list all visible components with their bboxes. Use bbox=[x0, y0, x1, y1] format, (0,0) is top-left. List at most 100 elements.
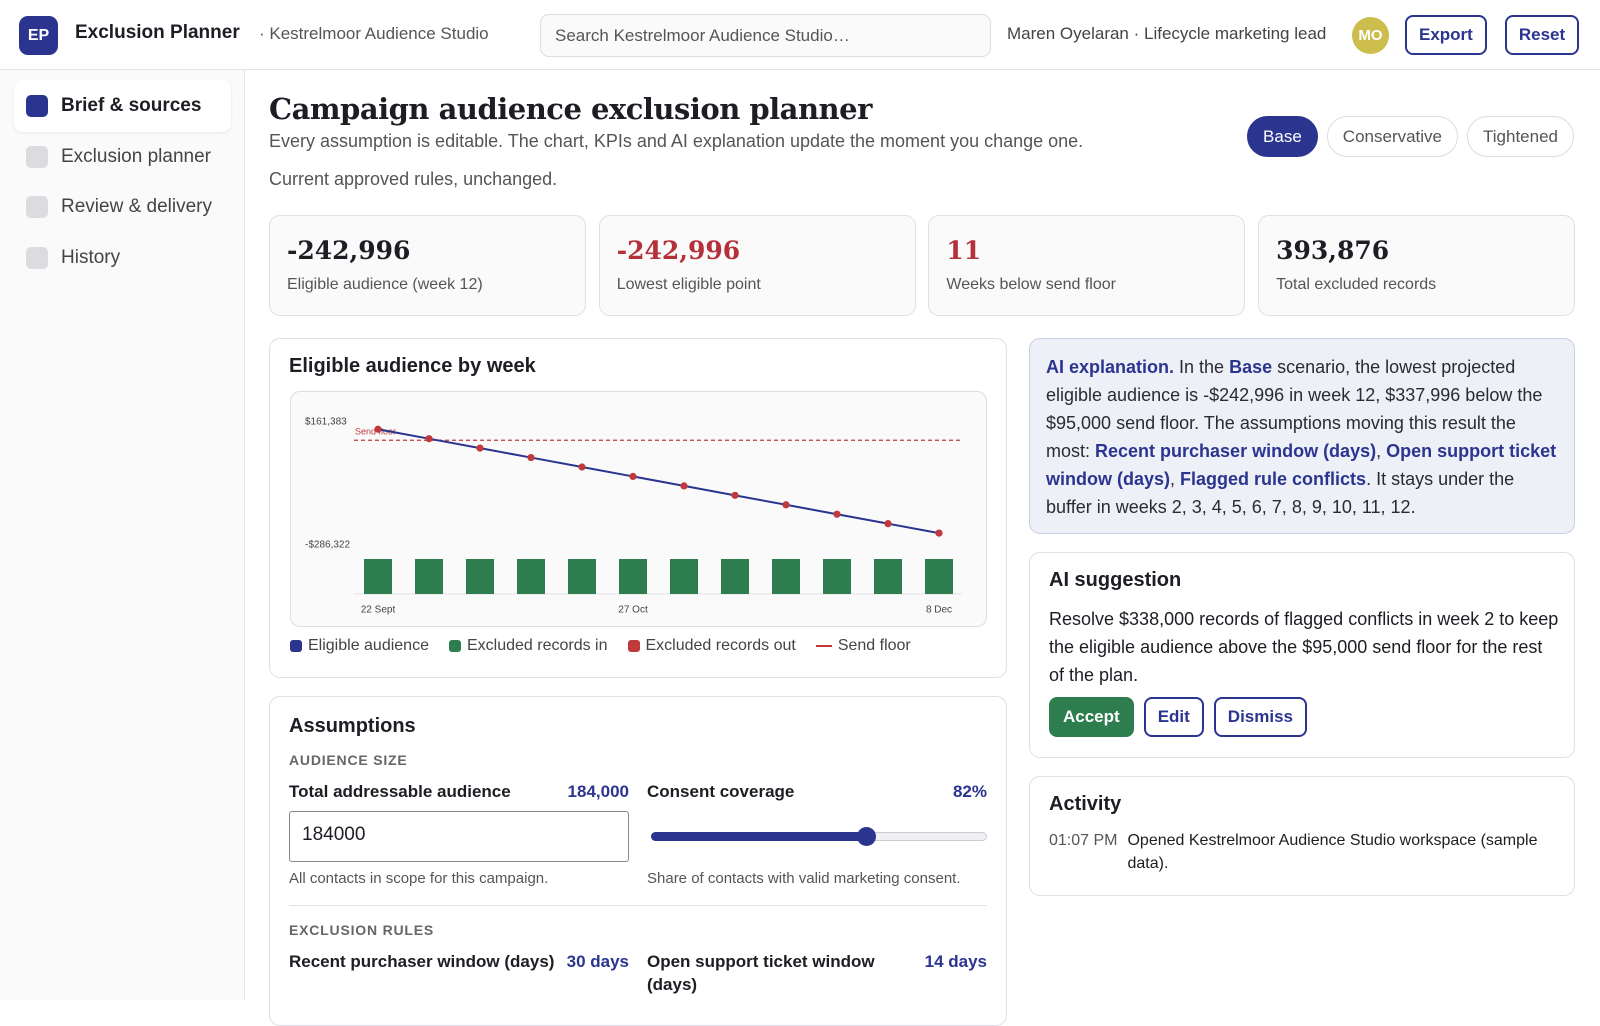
kpi-card: 11 Weeks below send floor bbox=[928, 215, 1246, 316]
scenario-pill[interactable]: Tightened bbox=[1467, 116, 1574, 157]
kpi-card: 393,876 Total excluded records bbox=[1258, 215, 1576, 316]
nav-item[interactable]: Brief & sources bbox=[14, 80, 231, 132]
field-header: Open support ticket window (days) 14 days bbox=[647, 950, 987, 996]
header-actions: Export Reset bbox=[1405, 15, 1580, 55]
bar bbox=[670, 559, 698, 594]
field: Open support ticket window (days) 14 days bbox=[647, 950, 987, 996]
field-value: 184,000 bbox=[567, 782, 629, 801]
legend-label: Eligible audience bbox=[308, 637, 429, 654]
ai-explanation: AI explanation. In the Base scenario, th… bbox=[1029, 338, 1575, 534]
plot-area: $161,383 -$286,322 Send floor 22 Sept 27 Oct… bbox=[290, 391, 987, 627]
kpi-value: 393,876 bbox=[1276, 236, 1390, 265]
legend-entry: Excluded records in bbox=[448, 637, 608, 655]
activity-card: Activity 01:07 PM Opened Kestrelmoor Audi… bbox=[1029, 776, 1575, 896]
nav-label: History bbox=[61, 246, 121, 268]
point bbox=[782, 501, 790, 509]
field-header: Total addressable audience 184,000 bbox=[289, 780, 629, 803]
bar bbox=[466, 559, 494, 594]
nav-item[interactable]: History bbox=[14, 232, 231, 284]
kpi-card: -242,996 Eligible audience (week 12) bbox=[269, 215, 586, 316]
header-button[interactable]: Export bbox=[1405, 15, 1487, 55]
bar bbox=[364, 559, 392, 594]
field: Total addressable audience 184,000 184000 A… bbox=[289, 780, 629, 887]
bar bbox=[721, 559, 749, 594]
field: Consent coverage 82% Share of contacts wit… bbox=[647, 780, 987, 887]
field-help: Share of contacts with valid marketing c… bbox=[647, 870, 961, 887]
nav-label: Exclusion planner bbox=[61, 145, 211, 167]
app-name: Exclusion Planner bbox=[75, 22, 240, 43]
field-value: 82% bbox=[952, 782, 987, 801]
kpi-value: -242,996 bbox=[616, 236, 741, 265]
field-help: All contacts in scope for this campaign. bbox=[289, 870, 549, 887]
scenario-pill[interactable]: Base bbox=[1247, 116, 1318, 157]
activity-item: 01:07 PM Opened Kestrelmoor Audience Stud… bbox=[1049, 829, 1574, 875]
slider[interactable] bbox=[647, 811, 987, 862]
page-subtitle: Every assumption is editable. The chart,… bbox=[269, 131, 1084, 151]
y-tick-label: -$286,322 bbox=[305, 540, 350, 551]
nav-item[interactable]: Review & delivery bbox=[14, 181, 231, 233]
point bbox=[731, 491, 739, 499]
bar bbox=[517, 559, 545, 594]
workspace-name: · Kestrelmoor Audience Studio bbox=[259, 24, 489, 43]
slider-fill bbox=[651, 832, 867, 841]
kpi-label: Weeks below send floor bbox=[946, 276, 1116, 293]
legend-swatch bbox=[448, 640, 461, 652]
point bbox=[680, 482, 688, 490]
bar bbox=[415, 559, 443, 594]
legend-swatch bbox=[815, 645, 832, 647]
bar bbox=[823, 559, 851, 594]
scenario-switch: Base Conservative Tightened bbox=[1247, 116, 1574, 157]
suggestion-action[interactable]: Accept bbox=[1049, 697, 1134, 737]
header-button[interactable]: Reset bbox=[1504, 15, 1580, 55]
page: Exclusion Planner { "header": { "logo": … bbox=[0, 14, 1600, 1026]
nav-label: Brief & sources bbox=[61, 95, 202, 116]
chart-title: Eligible audience by week bbox=[289, 355, 536, 377]
legend-swatch bbox=[627, 640, 640, 652]
kpi-label: Total excluded records bbox=[1276, 276, 1437, 293]
page-title: Campaign audience exclusion planner bbox=[269, 92, 872, 126]
point bbox=[476, 444, 484, 452]
legend-swatch bbox=[290, 640, 302, 652]
group-heading: EXCLUSION RULES bbox=[289, 922, 435, 938]
legend-label: Excluded records out bbox=[645, 637, 796, 654]
search-box[interactable]: Search Kestrelmoor Audience Studio… bbox=[540, 14, 991, 57]
suggestion-action[interactable]: Dismiss bbox=[1213, 697, 1307, 737]
text-input[interactable]: 184000 bbox=[289, 811, 629, 862]
slider-thumb[interactable] bbox=[857, 827, 877, 846]
legend-entry: Eligible audience bbox=[290, 637, 429, 655]
point bbox=[527, 453, 535, 462]
legend-label: Excluded records in bbox=[466, 637, 608, 654]
bar bbox=[568, 559, 596, 594]
suggestion-actions: Accept Edit Dismiss bbox=[1049, 697, 1307, 737]
point bbox=[425, 435, 433, 443]
divider bbox=[289, 905, 987, 906]
activity-time: 01:07 PM bbox=[1049, 832, 1118, 849]
legend-entry: Excluded records out bbox=[627, 637, 796, 655]
point bbox=[578, 463, 586, 471]
nav-item[interactable]: Exclusion planner bbox=[14, 131, 231, 183]
user-name: Maren Oyelaran · Lifecycle marketing lea… bbox=[1007, 24, 1327, 43]
scenario-note: Current approved rules, unchanged. bbox=[269, 169, 558, 189]
assumptions-card: Assumptions AUDIENCE SIZE Total addressab… bbox=[269, 696, 1007, 1026]
point bbox=[374, 425, 382, 433]
bar bbox=[772, 559, 800, 594]
field: Recent purchaser window (days) 30 days bbox=[289, 950, 629, 996]
point bbox=[833, 510, 841, 518]
line bbox=[377, 428, 940, 535]
kpi-label: Eligible audience (week 12) bbox=[287, 276, 483, 293]
legend-label: Send floor bbox=[837, 637, 911, 654]
ai-suggestion-card: AI suggestion Resolve $338,000 records o… bbox=[1029, 552, 1575, 758]
suggestion-action[interactable]: Edit bbox=[1143, 697, 1204, 737]
suggestion-title: AI suggestion bbox=[1049, 569, 1182, 591]
explanation-text: scenario, the lowest projected eligible … bbox=[1046, 357, 1543, 461]
nav-icon bbox=[26, 246, 48, 269]
x-tick-label: 8 Dec bbox=[926, 605, 952, 616]
explanation-text: In the bbox=[1174, 357, 1230, 377]
bar bbox=[874, 559, 902, 594]
scenario-pill[interactable]: Conservative bbox=[1326, 116, 1459, 157]
activity-title: Activity bbox=[1049, 793, 1122, 815]
explanation-text: , bbox=[1170, 469, 1181, 489]
avatar[interactable]: MO bbox=[1352, 17, 1389, 54]
legend-entry: Send floor bbox=[815, 637, 911, 655]
